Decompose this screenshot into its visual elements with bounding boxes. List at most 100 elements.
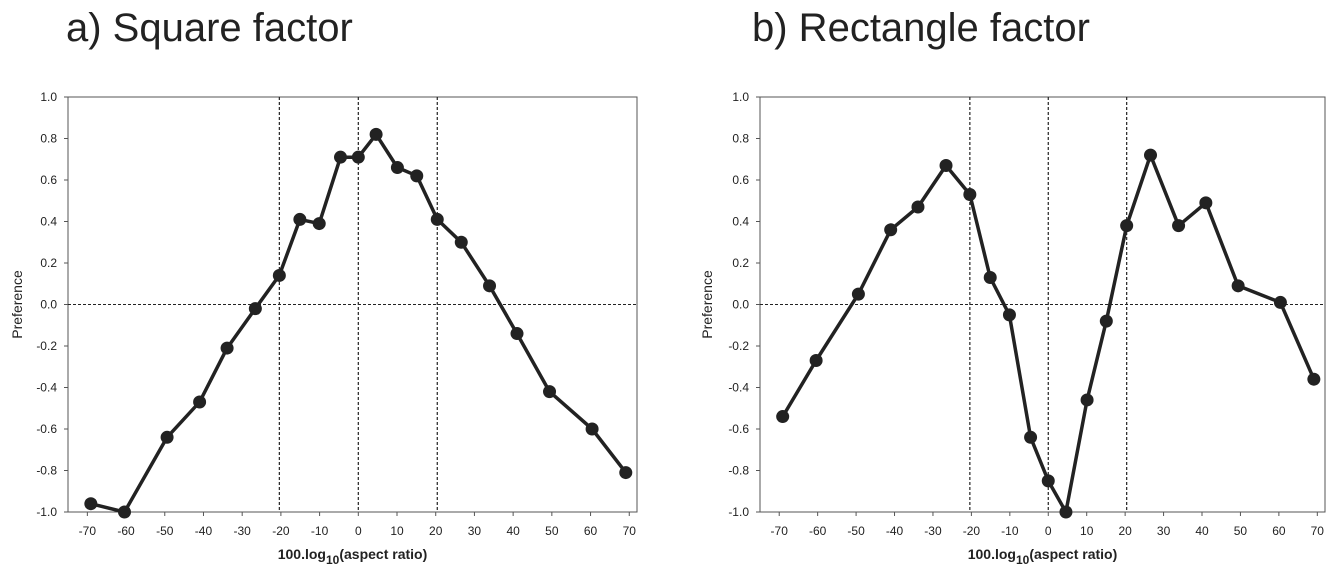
x-tick-label-b: 20 [1118,524,1132,538]
data-point-b-12 [1080,393,1094,407]
x-tick-label-a: 10 [390,524,404,538]
y-axis-label-a: Preference [9,270,25,339]
data-point-a-18 [543,385,557,399]
y-tick-label-b: -1.0 [728,505,749,519]
x-tick-label-b: -70 [771,524,789,538]
data-point-a-4 [220,341,234,355]
x-tick-label-b: -10 [1001,524,1019,538]
y-tick-label-a: 0.6 [40,173,57,187]
x-tick-label-a: 40 [506,524,520,538]
data-point-a-19 [585,422,599,436]
data-point-b-6 [963,188,977,202]
x-tick-label-a: 30 [468,524,482,538]
data-point-b-20 [1307,372,1321,386]
data-point-b-7 [983,271,997,285]
x-tick-label-b: -30 [924,524,942,538]
data-point-b-9 [1024,430,1038,444]
data-point-a-17 [510,327,524,341]
y-tick-label-a: -0.4 [36,381,57,395]
chart-title-a: a) Square factor [66,6,353,50]
y-tick-label-b: 0.2 [732,256,749,270]
data-point-b-2 [851,287,865,301]
data-point-b-1 [809,354,823,368]
x-tick-label-b: 40 [1195,524,1209,538]
x-tick-label-a: -50 [156,524,174,538]
y-tick-label-a: 0.8 [40,132,57,146]
data-point-b-8 [1002,308,1016,322]
x-tick-label-b: -60 [809,524,827,538]
y-tick-label-b: 0.0 [732,298,749,312]
y-tick-label-b: 1.0 [732,90,749,104]
y-tick-label-b: 0.6 [732,173,749,187]
x-tick-label-a: -10 [311,524,329,538]
y-tick-label-b: -0.2 [728,339,749,353]
data-point-b-13 [1099,314,1113,328]
data-point-a-8 [312,217,326,231]
y-tick-label-a: -0.2 [36,339,57,353]
x-tick-label-a: 60 [584,524,598,538]
data-point-a-10 [351,150,365,164]
y-tick-label-b: 0.8 [732,132,749,146]
data-point-a-15 [454,235,468,249]
x-tick-label-b: -40 [886,524,904,538]
data-point-b-4 [911,200,925,214]
data-point-b-10 [1041,474,1055,488]
x-tick-label-a: 0 [355,524,362,538]
data-point-b-18 [1231,279,1245,293]
x-tick-label-a: 50 [545,524,559,538]
data-point-b-14 [1120,219,1134,233]
data-point-b-0 [776,410,790,424]
data-point-b-3 [884,223,898,237]
y-tick-label-b: -0.4 [728,381,749,395]
x-axis-label-a: 100.log10(aspect ratio) [278,546,428,567]
data-point-a-0 [84,497,98,511]
x-tick-label-a: -20 [272,524,290,538]
y-tick-label-a: 0.0 [40,298,57,312]
y-tick-label-b: -0.6 [728,422,749,436]
x-tick-label-a: 70 [623,524,637,538]
y-tick-label-a: -0.6 [36,422,57,436]
data-point-b-11 [1059,505,1073,519]
data-point-a-6 [272,268,286,282]
y-tick-label-a: -1.0 [36,505,57,519]
data-point-b-19 [1273,295,1287,309]
y-tick-label-a: 0.2 [40,256,57,270]
x-tick-label-b: 30 [1157,524,1171,538]
x-tick-label-b: 50 [1234,524,1248,538]
data-point-a-5 [248,302,262,316]
x-tick-label-b: -20 [963,524,981,538]
data-point-b-17 [1199,196,1213,210]
x-tick-label-a: -60 [117,524,135,538]
y-tick-label-b: -0.8 [728,464,749,478]
data-point-a-11 [369,127,383,141]
data-point-a-7 [293,212,307,226]
data-point-a-1 [118,505,132,519]
x-axis-label-b: 100.log10(aspect ratio) [968,546,1118,567]
y-tick-label-a: 0.4 [40,215,57,229]
x-tick-label-b: 70 [1311,524,1325,538]
y-tick-label-b: 0.4 [732,215,749,229]
data-point-a-9 [334,150,348,164]
data-point-b-15 [1144,148,1158,162]
x-tick-label-b: 0 [1045,524,1052,538]
x-tick-label-b: 60 [1272,524,1286,538]
x-tick-label-a: -30 [234,524,252,538]
data-point-a-12 [390,161,404,175]
data-point-a-3 [193,395,207,409]
x-tick-label-b: -50 [847,524,865,538]
x-tick-label-a: -70 [79,524,97,538]
x-tick-label-a: -40 [195,524,213,538]
x-tick-label-b: 10 [1080,524,1094,538]
data-point-b-16 [1172,219,1186,233]
data-point-a-14 [430,212,444,226]
data-point-a-2 [160,430,174,444]
data-point-a-13 [410,169,424,183]
y-axis-label-b: Preference [699,270,715,339]
x-tick-label-a: 20 [429,524,443,538]
data-point-a-20 [619,466,633,480]
y-tick-label-a: -0.8 [36,464,57,478]
data-point-a-16 [483,279,497,293]
data-point-b-5 [939,158,953,172]
y-tick-label-a: 1.0 [40,90,57,104]
